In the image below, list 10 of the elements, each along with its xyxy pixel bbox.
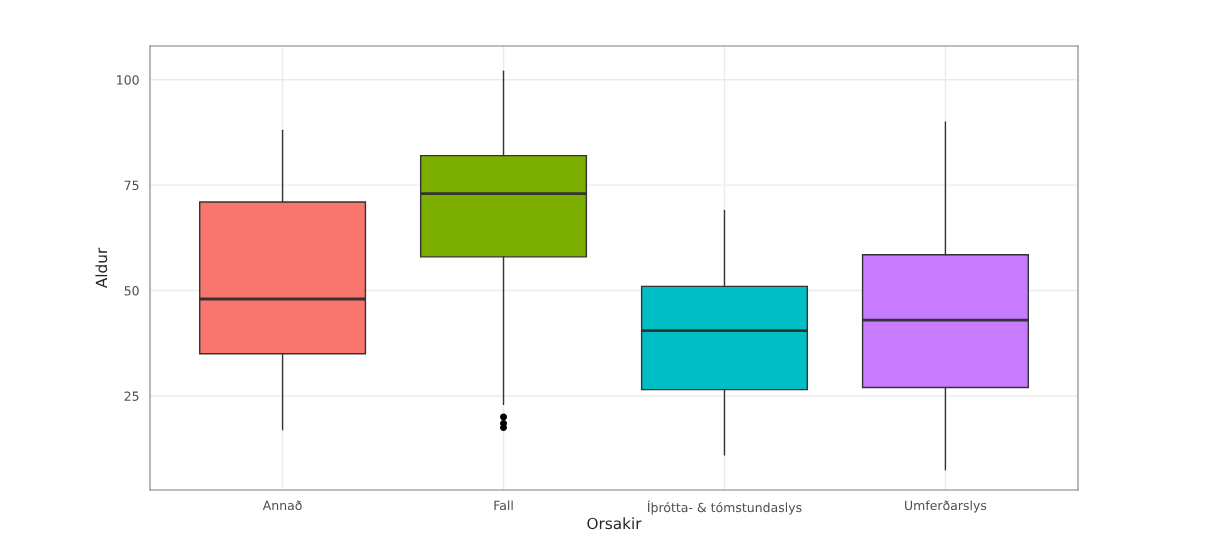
- y-axis-title: Aldur: [95, 247, 108, 289]
- x-tick-label: Umferðarslys: [905, 500, 987, 513]
- x-tick-label: Íþrótta- & tómstundaslys: [647, 500, 802, 515]
- x-tick-label: Annað: [262, 500, 302, 511]
- y-tick-label: 25: [124, 391, 139, 401]
- x-axis-title: Orsakir: [587, 517, 642, 530]
- y-tick-label: 100: [117, 75, 139, 85]
- y-tick-label: 50: [124, 286, 139, 296]
- y-tick-label: 75: [124, 180, 139, 191]
- x-tick-label: Fall: [494, 500, 513, 511]
